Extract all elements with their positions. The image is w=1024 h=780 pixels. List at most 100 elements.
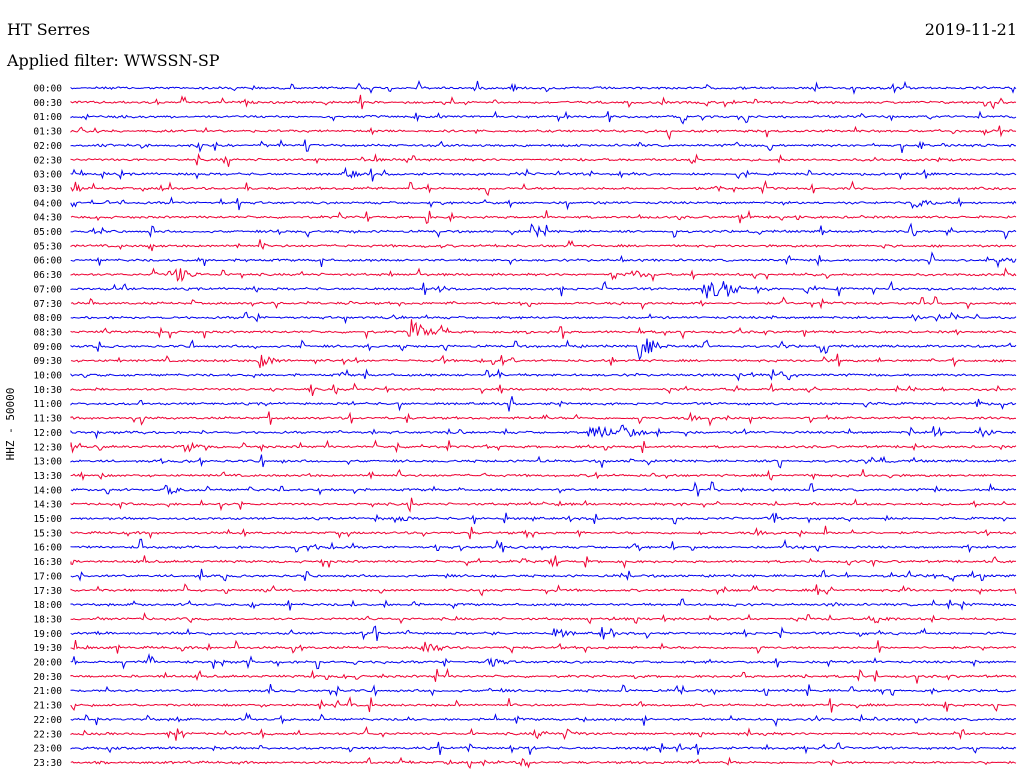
time-label: 21:00 — [33, 686, 62, 697]
time-label: 09:30 — [33, 356, 62, 367]
trace-group — [70, 80, 1017, 769]
time-label: 04:00 — [33, 198, 62, 209]
trace-0030 — [70, 94, 1017, 110]
time-label: 14:00 — [33, 485, 62, 496]
time-label: 05:00 — [33, 227, 62, 238]
time-label: 07:30 — [33, 299, 62, 310]
trace-0800 — [70, 311, 1017, 325]
trace-0600 — [70, 251, 1017, 269]
time-label: 02:00 — [33, 141, 62, 152]
trace-0630 — [70, 267, 1017, 283]
filter-label: Applied filter: WWSSN-SP — [7, 51, 220, 70]
time-label: 03:00 — [33, 170, 62, 181]
trace-0900 — [70, 338, 1017, 361]
trace-0130 — [70, 125, 1017, 141]
trace-1400 — [70, 481, 1017, 497]
time-label: 19:30 — [33, 643, 62, 654]
trace-1030 — [70, 382, 1017, 397]
trace-2000 — [70, 652, 1017, 670]
time-label: 11:30 — [33, 414, 62, 425]
time-label: 10:30 — [33, 385, 62, 396]
trace-0200 — [70, 139, 1016, 154]
time-label: 02:30 — [33, 155, 62, 166]
time-label: 03:30 — [33, 184, 62, 195]
time-label: 16:30 — [33, 557, 62, 568]
time-label: 21:30 — [33, 701, 62, 712]
trace-0430 — [70, 209, 1017, 225]
time-label: 08:30 — [33, 327, 62, 338]
trace-1600 — [70, 538, 1017, 554]
time-label: 13:30 — [33, 471, 62, 482]
time-label: 23:30 — [33, 758, 62, 769]
time-label: 18:00 — [33, 600, 62, 611]
trace-1800 — [70, 598, 1016, 611]
time-label: 13:00 — [33, 457, 62, 468]
trace-0100 — [70, 110, 1017, 125]
time-label-group: 00:00 00:30 01:00 01:30 02:00 02:30 03:00 03:30… — [33, 84, 62, 769]
trace-2300 — [70, 741, 1017, 755]
trace-0230 — [70, 152, 1017, 167]
trace-1700 — [70, 568, 1017, 583]
time-label: 11:00 — [33, 399, 62, 410]
trace-1100 — [70, 396, 1017, 412]
trace-2230 — [70, 725, 1016, 741]
trace-0300 — [70, 166, 1017, 182]
time-label: 15:30 — [33, 528, 62, 539]
time-label: 17:30 — [33, 586, 62, 597]
time-label: 08:00 — [33, 313, 62, 324]
trace-2200 — [70, 712, 1017, 728]
trace-0730 — [70, 296, 1017, 311]
station-name: HT Serres — [7, 20, 91, 39]
trace-1130 — [70, 411, 1017, 427]
time-label: 09:00 — [33, 342, 62, 353]
time-label: 05:30 — [33, 241, 62, 252]
time-label: 10:00 — [33, 371, 62, 382]
trace-0400 — [70, 196, 1017, 211]
trace-0330 — [70, 179, 1017, 197]
record-date: 2019-11-21 — [924, 20, 1017, 39]
trace-2030 — [70, 667, 1017, 684]
time-label: 01:00 — [33, 112, 62, 123]
time-label: 22:30 — [33, 729, 62, 740]
trace-1000 — [70, 368, 1017, 382]
trace-2330 — [70, 756, 1017, 769]
time-label: 14:30 — [33, 500, 62, 511]
trace-1630 — [70, 555, 1017, 569]
trace-1500 — [70, 512, 1017, 525]
time-label: 23:00 — [33, 744, 62, 755]
time-label: 20:00 — [33, 658, 62, 669]
time-label: 07:00 — [33, 284, 62, 295]
trace-1200 — [70, 424, 1017, 440]
trace-0000 — [70, 80, 1017, 95]
time-label: 17:00 — [33, 571, 62, 582]
time-label: 01:30 — [33, 127, 62, 138]
time-label: 19:00 — [33, 629, 62, 640]
trace-2130 — [70, 696, 1017, 713]
trace-1730 — [70, 583, 1017, 597]
time-label: 00:00 — [33, 84, 62, 95]
channel-label: HHZ - 50000 — [4, 388, 17, 461]
time-label: 12:30 — [33, 442, 62, 453]
time-label: 20:30 — [33, 672, 62, 683]
time-label: 06:00 — [33, 256, 62, 267]
trace-1530 — [70, 525, 1017, 540]
trace-1900 — [70, 625, 1017, 641]
trace-1830 — [70, 612, 1017, 625]
time-label: 22:00 — [33, 715, 62, 726]
trace-1330 — [70, 468, 1017, 481]
trace-1430 — [70, 497, 1017, 513]
time-label: 12:00 — [33, 428, 62, 439]
trace-0830 — [70, 319, 1017, 340]
trace-0500 — [70, 222, 1017, 240]
trace-1230 — [70, 439, 1017, 454]
time-label: 18:30 — [33, 614, 62, 625]
time-label: 16:00 — [33, 543, 62, 554]
time-label: 15:00 — [33, 514, 62, 525]
trace-1300 — [70, 454, 1017, 469]
time-label: 00:30 — [33, 98, 62, 109]
trace-0930 — [70, 353, 1017, 369]
trace-2100 — [70, 683, 1017, 697]
trace-0530 — [70, 239, 1017, 252]
trace-1930 — [70, 639, 1017, 655]
